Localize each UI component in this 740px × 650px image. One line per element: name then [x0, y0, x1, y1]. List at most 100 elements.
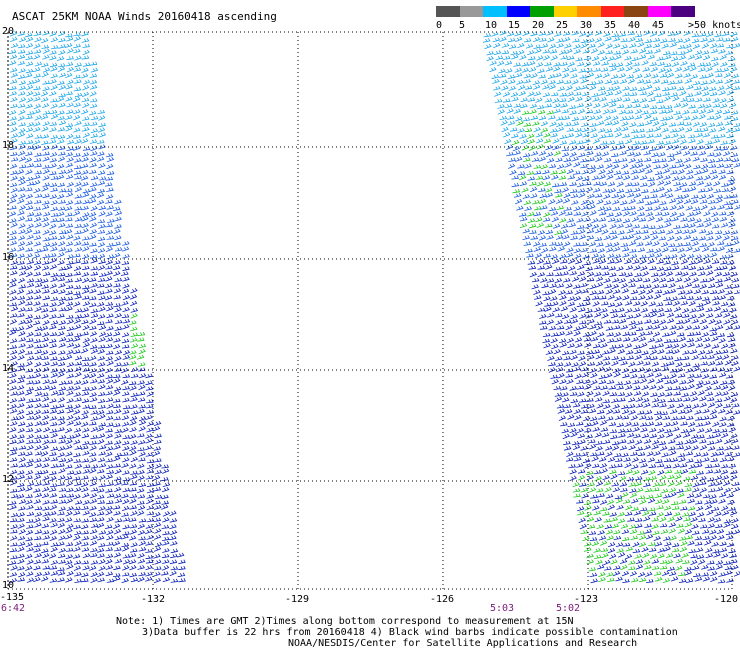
wind-barb: [145, 386, 154, 391]
wind-barb: [707, 354, 715, 360]
wind-barb: [113, 552, 122, 558]
wind-barb: [654, 211, 663, 216]
wind-barb: [17, 512, 26, 518]
wind-barb: [9, 338, 18, 344]
wind-barb: [650, 194, 658, 199]
wind-barb: [729, 66, 738, 73]
wind-barb: [559, 140, 568, 145]
wind-barb: [137, 447, 145, 452]
wind-barb: [539, 242, 547, 247]
wind-barb: [90, 547, 98, 553]
wind-barb: [74, 120, 82, 126]
wind-barb: [129, 433, 137, 440]
wind-barb: [25, 271, 33, 278]
wind-barb: [90, 205, 98, 212]
wind-barb: [65, 464, 73, 469]
wind-barb: [17, 44, 26, 49]
wind-barb: [18, 229, 26, 235]
wind-barb: [641, 546, 649, 553]
wind-barb: [667, 156, 676, 163]
wind-barb: [629, 253, 638, 259]
wind-barb: [89, 318, 97, 325]
wind-barb: [587, 318, 595, 324]
wind-barb: [105, 390, 113, 396]
wind-barb: [121, 300, 129, 306]
wind-barb: [574, 259, 583, 265]
wind-barb: [686, 415, 694, 421]
wind-barb: [66, 66, 75, 73]
wind-barb: [589, 416, 598, 422]
wind-barb: [611, 79, 620, 85]
wind-barb: [98, 223, 106, 229]
wind-barb: [73, 524, 81, 530]
wind-barb: [543, 211, 551, 218]
wind-barb: [609, 102, 617, 108]
wind-barb: [675, 480, 683, 486]
wind-barb: [121, 577, 129, 583]
wind-barb: [648, 547, 657, 552]
wind-barb: [153, 475, 161, 481]
wind-barb: [137, 433, 145, 438]
wind-barb: [523, 78, 531, 84]
wind-barb: [97, 373, 105, 379]
wind-barb: [638, 534, 647, 541]
wind-barb: [543, 260, 551, 265]
wind-barb: [637, 168, 645, 174]
wind-barb: [733, 204, 740, 210]
wind-barb: [615, 498, 623, 504]
wind-barb: [721, 390, 729, 396]
wind-barb: [669, 373, 677, 379]
wind-barb: [604, 79, 613, 84]
wind-barb: [555, 241, 564, 247]
wind-barb: [673, 110, 681, 115]
wind-barb: [696, 505, 704, 512]
wind-barb: [594, 271, 602, 277]
wind-barb: [26, 79, 35, 85]
wind-barb: [652, 86, 661, 92]
wind-barb: [65, 162, 74, 168]
wind-barb: [113, 295, 122, 300]
wind-barb: [595, 488, 604, 493]
wind-barb: [571, 156, 579, 162]
wind-barb: [559, 265, 568, 270]
wind-barb: [659, 283, 668, 288]
wind-barb: [582, 536, 590, 542]
wind-barb: [658, 277, 667, 283]
wind-barb: [506, 115, 515, 120]
wind-barb: [33, 379, 41, 385]
wind-barb: [129, 505, 138, 510]
wind-barb: [612, 570, 621, 577]
wind-barb: [573, 295, 582, 302]
wind-barb: [571, 362, 579, 368]
wind-barb: [651, 565, 660, 570]
wind-barb: [34, 306, 42, 312]
wind-barb: [80, 175, 89, 181]
wind-barb: [17, 427, 25, 433]
wind-barb: [64, 229, 73, 235]
wind-barb: [611, 115, 619, 121]
wind-barb: [154, 463, 162, 469]
wind-barb: [567, 422, 576, 427]
wind-barb: [121, 415, 130, 421]
wind-barb: [548, 289, 557, 295]
wind-barb: [41, 530, 50, 535]
wind-barb: [49, 163, 57, 169]
wind-barb: [726, 90, 735, 96]
wind-barb: [634, 481, 643, 487]
wind-barb: [89, 517, 98, 523]
wind-barb: [178, 578, 186, 583]
wind-barb: [643, 157, 652, 162]
wind-barb: [671, 61, 680, 67]
wind-barb: [715, 157, 724, 163]
wind-barb: [673, 385, 681, 391]
wind-barb: [636, 360, 644, 366]
wind-barb: [657, 186, 665, 192]
wind-barb: [523, 200, 532, 205]
wind-barb: [579, 158, 588, 163]
wind-barb: [586, 200, 595, 206]
wind-barb: [550, 374, 558, 379]
wind-barb: [730, 392, 739, 397]
wind-barb: [669, 535, 677, 541]
wind-barb: [595, 282, 604, 288]
wind-barb: [649, 433, 658, 439]
